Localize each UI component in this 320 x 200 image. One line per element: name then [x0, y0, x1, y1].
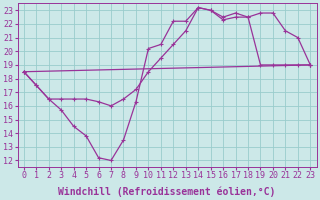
X-axis label: Windchill (Refroidissement éolien,°C): Windchill (Refroidissement éolien,°C)	[58, 186, 276, 197]
